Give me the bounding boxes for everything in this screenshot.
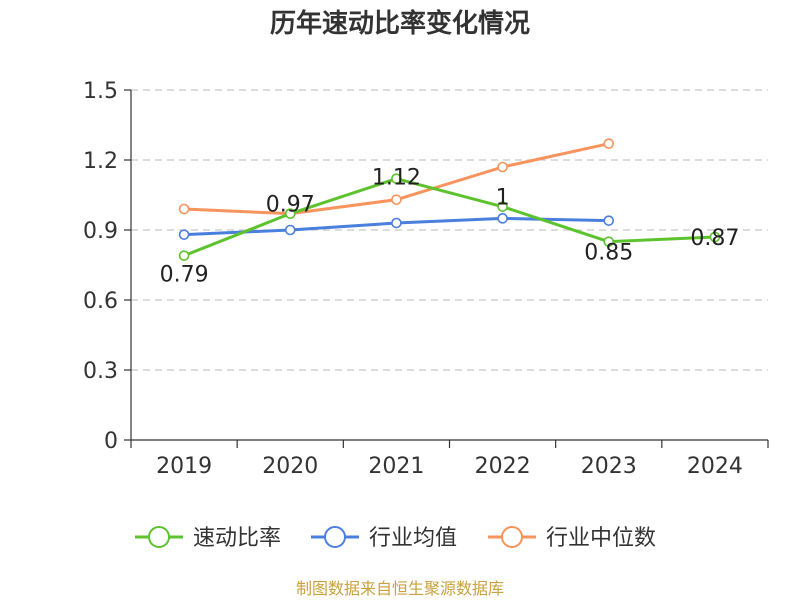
legend-marker xyxy=(148,526,170,548)
data-labels: 0.79 0.97 1.12 1 0.85 0.87 xyxy=(160,166,740,288)
data-point[interactable] xyxy=(178,203,190,215)
data-point[interactable] xyxy=(391,173,402,184)
legend-marker xyxy=(501,526,523,548)
x-tick-label: 2021 xyxy=(368,454,424,479)
grid xyxy=(131,89,768,371)
legend-item[interactable]: 速动比率 xyxy=(135,526,281,551)
legend-marker xyxy=(324,526,346,548)
y-tick-label: 1.5 xyxy=(83,79,118,104)
y-tick-label: 1.2 xyxy=(83,149,118,174)
x-tick-label: 2023 xyxy=(581,454,637,479)
data-point[interactable] xyxy=(178,250,190,261)
data-point[interactable] xyxy=(603,215,615,226)
data-point[interactable] xyxy=(709,231,721,243)
data-point[interactable] xyxy=(497,213,508,224)
legend-label: 速动比率 xyxy=(193,526,281,551)
data-point[interactable] xyxy=(284,224,296,236)
data-label: 0.87 xyxy=(690,226,739,251)
source-note: 制图数据来自恒生聚源数据库 xyxy=(296,579,504,598)
axes: 0 0.3 0.6 0.9 1.2 1.5 2019 2020 2021 2022 2023 2024 xyxy=(83,79,769,479)
x-tick-label: 2019 xyxy=(156,454,212,479)
legend-item[interactable]: 行业中位数 xyxy=(488,526,656,551)
data-label: 0.85 xyxy=(584,241,633,266)
data-label: 0.97 xyxy=(266,193,315,218)
data-point[interactable] xyxy=(497,201,508,212)
series-line xyxy=(183,177,715,258)
data-point[interactable] xyxy=(284,208,296,219)
data-label: 0.79 xyxy=(160,263,209,288)
data-point[interactable] xyxy=(391,217,402,229)
data-point[interactable] xyxy=(603,236,615,247)
x-tick-label: 2020 xyxy=(262,454,318,479)
series-layer xyxy=(178,138,721,261)
y-tick-label: 0 xyxy=(104,429,118,454)
y-tick-label: 0.3 xyxy=(83,359,118,384)
data-point[interactable] xyxy=(497,161,508,173)
y-tick-label: 0.9 xyxy=(83,219,118,244)
legend-label: 行业中位数 xyxy=(546,526,656,551)
data-point[interactable] xyxy=(603,138,615,149)
data-point[interactable] xyxy=(391,194,402,205)
x-tick-label: 2022 xyxy=(475,454,531,479)
legend[interactable]: 速动比率 行业均值 行业中位数 xyxy=(135,526,656,551)
data-label: 1 xyxy=(496,186,510,211)
data-label: 1.12 xyxy=(372,166,421,191)
legend-label: 行业均值 xyxy=(369,526,457,551)
y-tick-label: 0.6 xyxy=(83,289,118,314)
x-tick-label: 2024 xyxy=(687,454,743,479)
legend-item[interactable]: 行业均值 xyxy=(311,526,457,551)
data-point[interactable] xyxy=(178,229,190,240)
chart-title: 历年速动比率变化情况 xyxy=(270,8,530,39)
